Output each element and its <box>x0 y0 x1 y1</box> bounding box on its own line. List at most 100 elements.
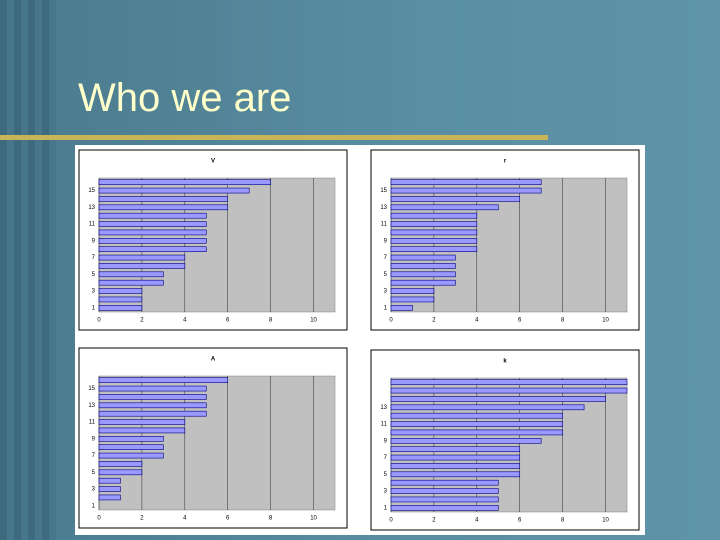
bar <box>98 385 207 392</box>
x-tick-label: 0 <box>389 318 393 324</box>
bar <box>390 437 542 444</box>
bar <box>390 504 499 511</box>
bar <box>98 204 229 211</box>
bar <box>390 179 542 186</box>
x-tick-label: 4 <box>183 516 187 522</box>
bar <box>390 221 478 227</box>
y-tick-label: 13 <box>380 405 387 411</box>
bar <box>390 279 456 286</box>
y-tick-label: 9 <box>384 238 388 244</box>
y-tick-label: 1 <box>92 305 96 311</box>
bar <box>390 471 521 478</box>
stripe-decor <box>0 0 56 540</box>
x-tick-label: 8 <box>269 318 273 324</box>
x-tick-label: 0 <box>97 516 101 522</box>
y-tick-label: 5 <box>92 272 96 278</box>
x-tick-label: 10 <box>310 318 317 324</box>
chart-title: k <box>503 359 507 365</box>
x-tick-label: 2 <box>140 318 144 324</box>
bar <box>98 461 143 467</box>
y-tick-label: 7 <box>92 255 96 261</box>
bar <box>98 288 143 294</box>
bar <box>98 196 229 202</box>
y-tick-label: 15 <box>380 188 387 194</box>
y-tick-label: 11 <box>381 422 388 428</box>
y-tick-label: 11 <box>381 222 388 228</box>
bar <box>98 296 143 303</box>
bar <box>390 387 628 394</box>
bar <box>98 179 271 186</box>
bar <box>98 221 207 227</box>
x-tick-label: 0 <box>97 318 101 324</box>
x-tick-label: 8 <box>269 516 273 522</box>
bar <box>390 404 585 411</box>
bar <box>390 296 435 303</box>
x-tick-label: 4 <box>183 318 187 324</box>
bar <box>98 254 186 261</box>
bar <box>390 429 563 436</box>
bar <box>98 402 207 409</box>
bar <box>390 463 521 469</box>
bar <box>98 410 207 417</box>
y-tick-label: 13 <box>380 205 387 211</box>
chart-title: A <box>211 357 216 363</box>
bar <box>390 187 542 194</box>
x-tick-label: 2 <box>140 516 144 522</box>
bar <box>98 229 207 236</box>
bar <box>390 196 521 202</box>
y-tick-label: 11 <box>89 420 96 426</box>
bar <box>390 246 478 253</box>
bar <box>98 377 229 383</box>
bar <box>390 263 456 269</box>
x-tick-label: 6 <box>518 318 522 324</box>
y-tick-label: 9 <box>384 438 388 444</box>
y-tick-label: 9 <box>92 238 96 244</box>
bar <box>390 238 478 244</box>
bar <box>98 238 207 244</box>
x-tick-label: 6 <box>226 516 230 522</box>
bar <box>98 452 164 459</box>
y-tick-label: 11 <box>89 222 96 228</box>
y-tick-label: 9 <box>92 436 96 442</box>
bar <box>98 279 164 286</box>
title-rule <box>0 135 548 140</box>
bar <box>98 394 207 400</box>
y-tick-label: 7 <box>384 455 388 461</box>
y-tick-label: 1 <box>384 505 388 511</box>
bar <box>98 444 164 450</box>
bar <box>390 288 435 294</box>
bar <box>390 271 456 278</box>
x-tick-label: 6 <box>226 318 230 324</box>
bar <box>390 304 413 311</box>
x-tick-label: 10 <box>310 516 317 522</box>
bar <box>390 254 456 261</box>
bar <box>390 396 606 402</box>
chart-title: r <box>504 159 507 165</box>
y-tick-label: 3 <box>92 487 96 493</box>
bar <box>98 435 164 442</box>
bar <box>390 229 478 236</box>
y-tick-label: 3 <box>384 489 388 495</box>
x-tick-label: 2 <box>432 518 436 524</box>
bar <box>390 379 628 385</box>
bar <box>98 494 121 501</box>
x-tick-label: 8 <box>561 318 565 324</box>
y-tick-label: 5 <box>384 472 388 478</box>
bar <box>98 271 164 278</box>
x-tick-label: 6 <box>518 518 522 524</box>
x-tick-label: 10 <box>602 318 609 324</box>
bar <box>98 427 186 434</box>
y-tick-label: 13 <box>88 403 95 409</box>
bar <box>98 477 121 484</box>
bar <box>98 304 143 311</box>
bar <box>390 412 563 419</box>
y-tick-label: 7 <box>384 255 388 261</box>
chart-title: V <box>211 159 215 165</box>
bar <box>390 446 521 452</box>
y-tick-label: 3 <box>92 289 96 295</box>
bar <box>390 454 521 461</box>
bar <box>98 469 143 476</box>
bar <box>98 419 186 425</box>
